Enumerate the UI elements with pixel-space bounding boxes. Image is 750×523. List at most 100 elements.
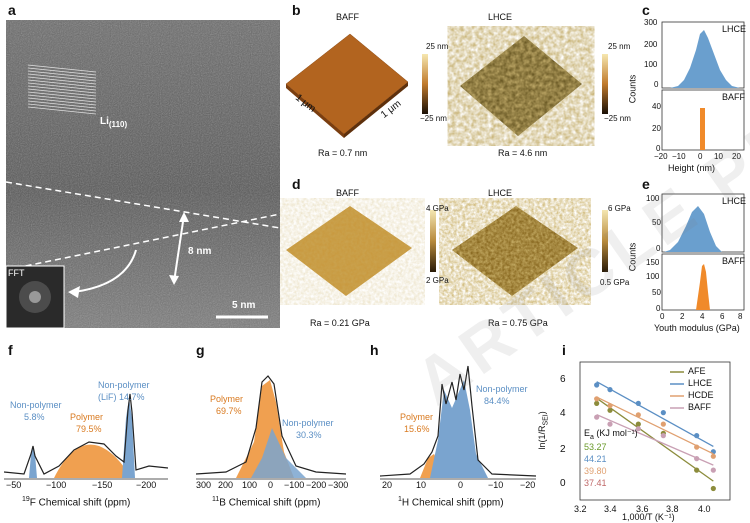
data-point-baff	[635, 426, 641, 432]
f-ann3: Non-polymer	[98, 380, 150, 390]
panel-d-label: d	[292, 176, 301, 192]
f-xtick: −50	[6, 480, 22, 490]
g-xtick: −300	[328, 480, 349, 490]
arrhenius-plot	[579, 361, 731, 501]
f-ann2: Polymer	[70, 412, 104, 422]
c-xtick: 10	[714, 152, 723, 161]
data-point-hcde	[607, 403, 613, 409]
e-ytick: 0	[656, 304, 661, 313]
e-ytick: 150	[646, 258, 660, 267]
fit-line-lhce	[596, 381, 714, 447]
g-ann2b: 30.3%	[296, 430, 322, 440]
i-plot-frame	[579, 361, 731, 501]
thickness-label: 8 nm	[188, 246, 212, 257]
data-point-afe	[694, 467, 700, 473]
i-ytick: 6	[560, 374, 566, 385]
i-ytick: 4	[560, 408, 566, 419]
e-top-label: LHCE	[722, 196, 747, 206]
afm-modulus-maps	[286, 206, 608, 296]
ea-lhce: 44.21	[584, 454, 607, 464]
interface-line-top	[6, 181, 280, 229]
h-ann1b: 15.6%	[404, 424, 430, 434]
e-ytick: 0	[656, 244, 661, 253]
e-xtick: 0	[660, 312, 665, 321]
d-right-title: LHCE	[488, 188, 513, 198]
data-point-hcde	[635, 412, 641, 418]
f-polymer-area	[54, 444, 130, 478]
data-point-lhce	[660, 410, 666, 416]
d-left-ra: Ra = 0.21 GPa	[310, 318, 370, 328]
c-ytick: 0	[656, 144, 661, 153]
d-left-title: BAFF	[336, 188, 360, 198]
h-ann2: Non-polymer	[476, 384, 528, 394]
f-xtick: −200	[136, 480, 157, 490]
g-xtick: 200	[218, 480, 234, 490]
b-left-ra: Ra = 0.7 nm	[318, 148, 368, 158]
c-bottom-label: BAFF	[722, 92, 746, 102]
g-xtick: 0	[268, 480, 274, 490]
ea-afe: 53.27	[584, 442, 607, 452]
height-histograms	[661, 21, 745, 151]
d-left-colorbar	[430, 210, 436, 272]
thickness-arrow	[173, 214, 185, 283]
e-ytick: 50	[652, 218, 661, 227]
f-ann3b: (LiF) 14.7%	[98, 392, 145, 402]
interface-line-bottom	[6, 213, 280, 271]
data-point-afe	[607, 407, 613, 413]
afm-height-maps	[285, 33, 608, 138]
data-point-afe	[594, 400, 600, 406]
i-xtick: 3.6	[636, 504, 649, 514]
data-point-hcde	[694, 444, 700, 450]
c-ytick: 40	[652, 102, 661, 111]
panel-i-label: i	[562, 342, 566, 358]
e-bottom-label: BAFF	[722, 256, 746, 266]
h-nonpolymer-area	[430, 380, 488, 478]
c-top-label: LHCE	[722, 24, 747, 34]
f-nonpolymer-peak	[29, 448, 37, 478]
baff-modulus-hist	[696, 264, 710, 310]
i-ytick: 0	[560, 478, 566, 489]
b-right-scale-top: 25 nm	[608, 42, 631, 51]
i-xtick: 3.2	[574, 504, 587, 514]
c-xlabel: Height (nm)	[668, 163, 716, 173]
c-ylabel: Counts	[627, 74, 638, 104]
panel-b-label: b	[292, 2, 301, 18]
legend-lhce: LHCE	[688, 378, 713, 388]
h-spectrum-line	[380, 365, 536, 477]
modulus-histograms	[661, 193, 745, 311]
data-point-lhce	[594, 382, 600, 388]
f-xtick: −100	[46, 480, 67, 490]
f-ann1b: 5.8%	[24, 412, 45, 422]
c-ytick: 300	[644, 18, 658, 27]
f-nmr-spectrum	[4, 393, 168, 480]
data-point-lhce	[635, 400, 641, 406]
i-ytick: 2	[560, 444, 566, 455]
d-right-scale-top: 6 GPa	[608, 204, 631, 213]
c-xtick: 0	[698, 152, 703, 161]
scalebar-label: 5 nm	[232, 300, 256, 311]
b-right-scale-bot: −25 nm	[604, 114, 631, 123]
d-left-scale-top: 4 GPa	[426, 204, 449, 213]
fft-label: FFT	[8, 268, 25, 278]
data-point-afe	[710, 485, 716, 492]
b-right-ra: Ra = 4.6 nm	[498, 148, 548, 158]
h-xlabel: 1H Chemical shift (ppm)	[398, 496, 504, 509]
b-left-scale-top: 25 nm	[426, 42, 449, 51]
f-spectrum-line	[4, 393, 168, 475]
ea-hcde: 39.80	[584, 466, 607, 476]
panel-h-label: h	[370, 342, 379, 358]
e-xtick: 4	[700, 312, 705, 321]
ea-baff: 37.41	[584, 478, 607, 488]
panel-f-label: f	[8, 342, 13, 358]
g-xtick: −200	[306, 480, 327, 490]
g-xtick: 300	[196, 480, 212, 490]
e-xtick: 8	[738, 312, 743, 321]
data-point-lhce	[607, 387, 613, 393]
g-spectrum-line	[196, 375, 346, 475]
f-xtick: −150	[92, 480, 113, 490]
h-ann2b: 84.4%	[484, 396, 510, 406]
data-point-baff	[607, 421, 613, 427]
g-ann1b: 69.7%	[216, 406, 242, 416]
panel-a-label: a	[8, 2, 16, 18]
h-xtick: 20	[382, 480, 393, 490]
